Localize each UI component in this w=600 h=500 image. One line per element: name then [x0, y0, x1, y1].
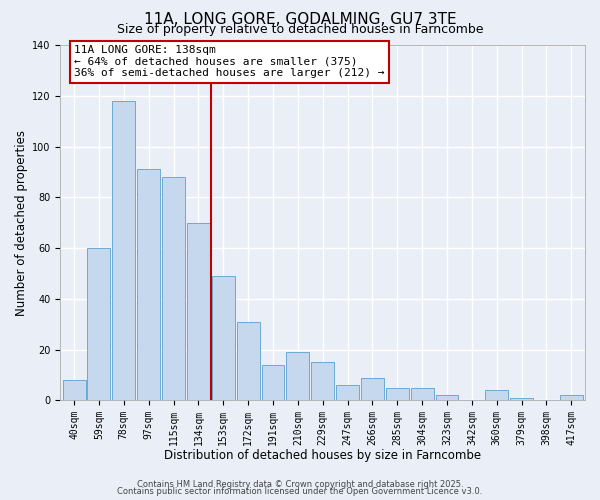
Bar [262, 365, 284, 400]
Bar [436, 396, 458, 400]
Bar [236, 322, 260, 400]
Bar [336, 385, 359, 400]
Text: Size of property relative to detached houses in Farncombe: Size of property relative to detached ho… [117, 22, 483, 36]
Bar [162, 177, 185, 400]
Bar [361, 378, 384, 400]
Bar [212, 276, 235, 400]
Bar [88, 248, 110, 400]
Bar [510, 398, 533, 400]
Bar [411, 388, 434, 400]
Bar [187, 222, 210, 400]
Bar [112, 101, 135, 400]
Text: Contains public sector information licensed under the Open Government Licence v3: Contains public sector information licen… [118, 487, 482, 496]
Bar [62, 380, 86, 400]
Text: Contains HM Land Registry data © Crown copyright and database right 2025.: Contains HM Land Registry data © Crown c… [137, 480, 463, 489]
Bar [311, 362, 334, 401]
Bar [137, 170, 160, 400]
Text: 11A LONG GORE: 138sqm
← 64% of detached houses are smaller (375)
36% of semi-det: 11A LONG GORE: 138sqm ← 64% of detached … [74, 45, 385, 78]
X-axis label: Distribution of detached houses by size in Farncombe: Distribution of detached houses by size … [164, 450, 481, 462]
Text: 11A, LONG GORE, GODALMING, GU7 3TE: 11A, LONG GORE, GODALMING, GU7 3TE [143, 12, 457, 28]
Y-axis label: Number of detached properties: Number of detached properties [15, 130, 28, 316]
Bar [560, 396, 583, 400]
Bar [485, 390, 508, 400]
Bar [386, 388, 409, 400]
Bar [286, 352, 309, 401]
